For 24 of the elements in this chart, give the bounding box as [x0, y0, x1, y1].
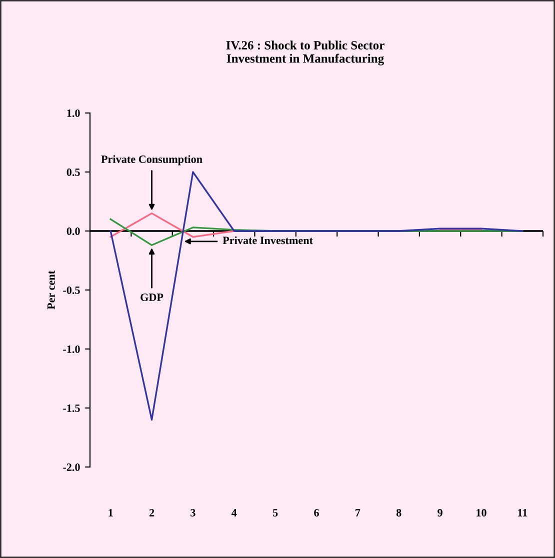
- x-tick-label: 3: [190, 509, 196, 516]
- x-tick-label: 11: [518, 509, 528, 516]
- y-tick-label: 0.5: [66, 168, 80, 176]
- y-axis-title: Per cent: [47, 270, 55, 310]
- x-tick-label: 9: [438, 509, 442, 516]
- x-tick-label: 7: [356, 509, 360, 516]
- x-tick-label: 4: [232, 509, 237, 516]
- x-tick-label: 10: [476, 508, 486, 516]
- y-tick-label: -2.0: [63, 463, 80, 472]
- y-tick-label: 0.0: [66, 227, 80, 236]
- text: Private Consumption: [101, 155, 202, 166]
- x-tick-label: 1: [108, 509, 113, 516]
- text: GDP: [140, 294, 164, 302]
- y-tick-label: -1.0: [63, 345, 80, 354]
- x-tick-label: 6: [314, 509, 319, 516]
- y-tick-label: 1.0: [67, 109, 80, 118]
- y-tick-label: -1.5: [63, 404, 80, 412]
- y-tick-label: -0.5: [63, 286, 80, 294]
- chart-title: IV.26 : Shock to Public Sector Investment in Manufacturing: [226, 40, 384, 66]
- series-label: Private Investment: [222, 236, 313, 244]
- x-tick-label: 5: [272, 509, 278, 516]
- x-tick-label: 2: [149, 509, 154, 516]
- x-tick-label: 8: [396, 508, 402, 516]
- line-series: [110, 171, 524, 421]
